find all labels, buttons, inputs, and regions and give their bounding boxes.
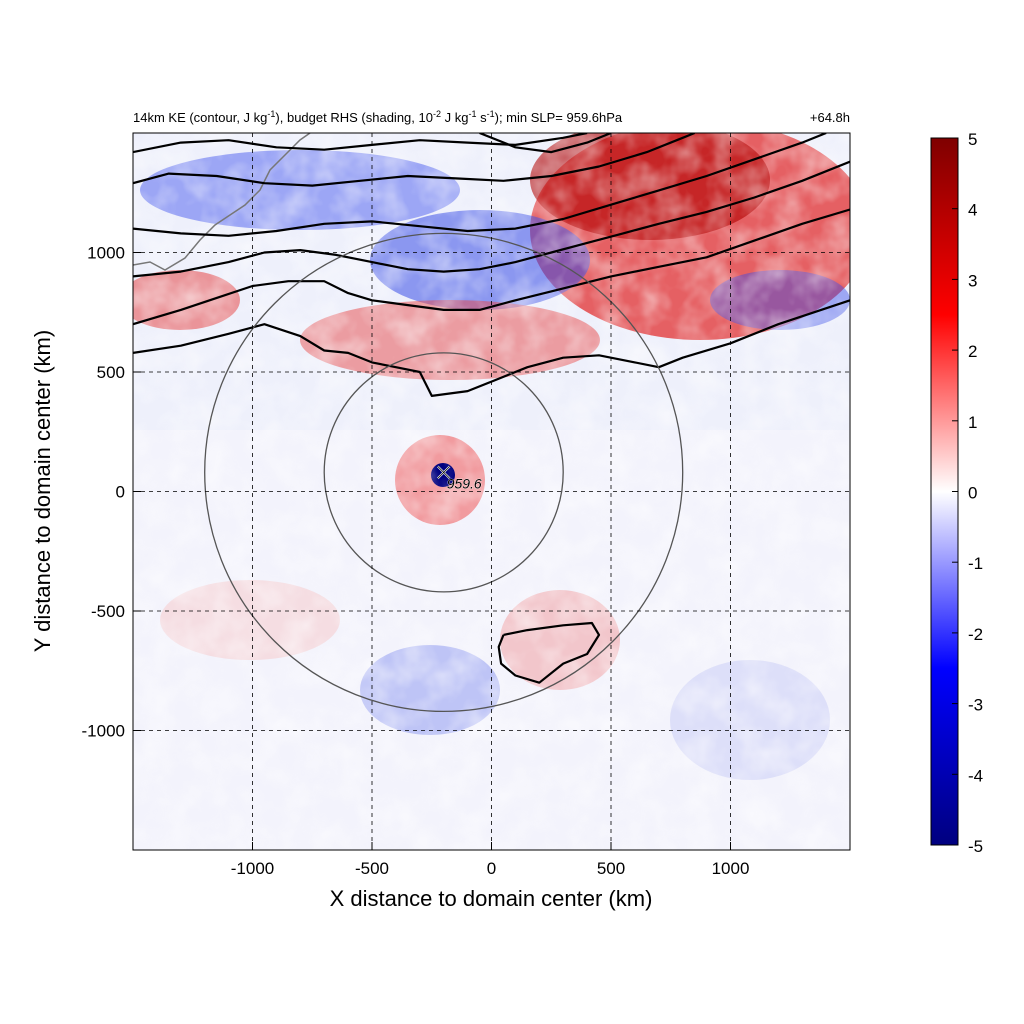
storm-center-label: 959.6 [447,475,482,491]
coastline [133,133,311,271]
storm-center: 959.6 [436,465,482,492]
range-ring-0 [323,352,564,593]
colorbar-tick-label-1: 4 [968,201,977,220]
colorbar-tick-label-10: -5 [968,837,983,856]
x-axis: -1000 -500 0 500 1000 [231,842,750,878]
forecast-time-label: +64.8h [810,110,850,125]
colorbar-tick-label-5: 0 [968,484,977,503]
colorbar-tick-label-0: 5 [968,130,977,149]
colorbar-tick-label-2: 3 [968,271,977,290]
range-ring-1 [204,232,684,713]
ke-contour-6 [479,133,612,154]
range-rings [204,232,684,713]
y-axis-label: Y distance to domain center (km) [30,330,55,652]
x-tick-label-0: -1000 [231,859,274,878]
y-tick-label-3: 500 [97,363,125,382]
chart-title: 14km KE (contour, J kg-1), budget RHS (s… [133,109,623,125]
colorbar-ticks: 5 4 3 2 1 0 -1 -2 -3 -4 -5 [952,130,983,856]
ke-contours [133,133,850,684]
x-tick-label-3: 500 [597,859,625,878]
x-tick-label-4: 1000 [712,859,750,878]
ke-contour-0 [133,299,850,397]
x-axis-label: X distance to domain center (km) [330,886,653,911]
y-tick-label-4: 1000 [87,244,125,263]
x-tick-label-2: 0 [487,859,496,878]
colorbar-tick-label-7: -2 [968,625,983,644]
colorbar-tick-label-4: 1 [968,413,977,432]
colorbar-tick-label-6: -1 [968,554,983,573]
y-axis: -1000 -500 0 500 1000 [82,244,141,741]
shading-noise [133,133,850,850]
x-tick-label-1: -500 [355,859,389,878]
colorbar-tick-label-9: -4 [968,766,983,785]
colorbar-tick-label-3: 2 [968,342,977,361]
y-tick-label-2: 0 [116,483,125,502]
y-tick-label-0: -1000 [82,722,125,741]
ke-contour-7 [497,621,601,684]
plot-area: 959.6 [133,133,850,850]
ke-contour-4 [133,133,696,187]
colorbar-tick-label-8: -3 [968,696,983,715]
storm-center-x-outline [437,466,450,479]
y-tick-label-1: -500 [91,602,125,621]
